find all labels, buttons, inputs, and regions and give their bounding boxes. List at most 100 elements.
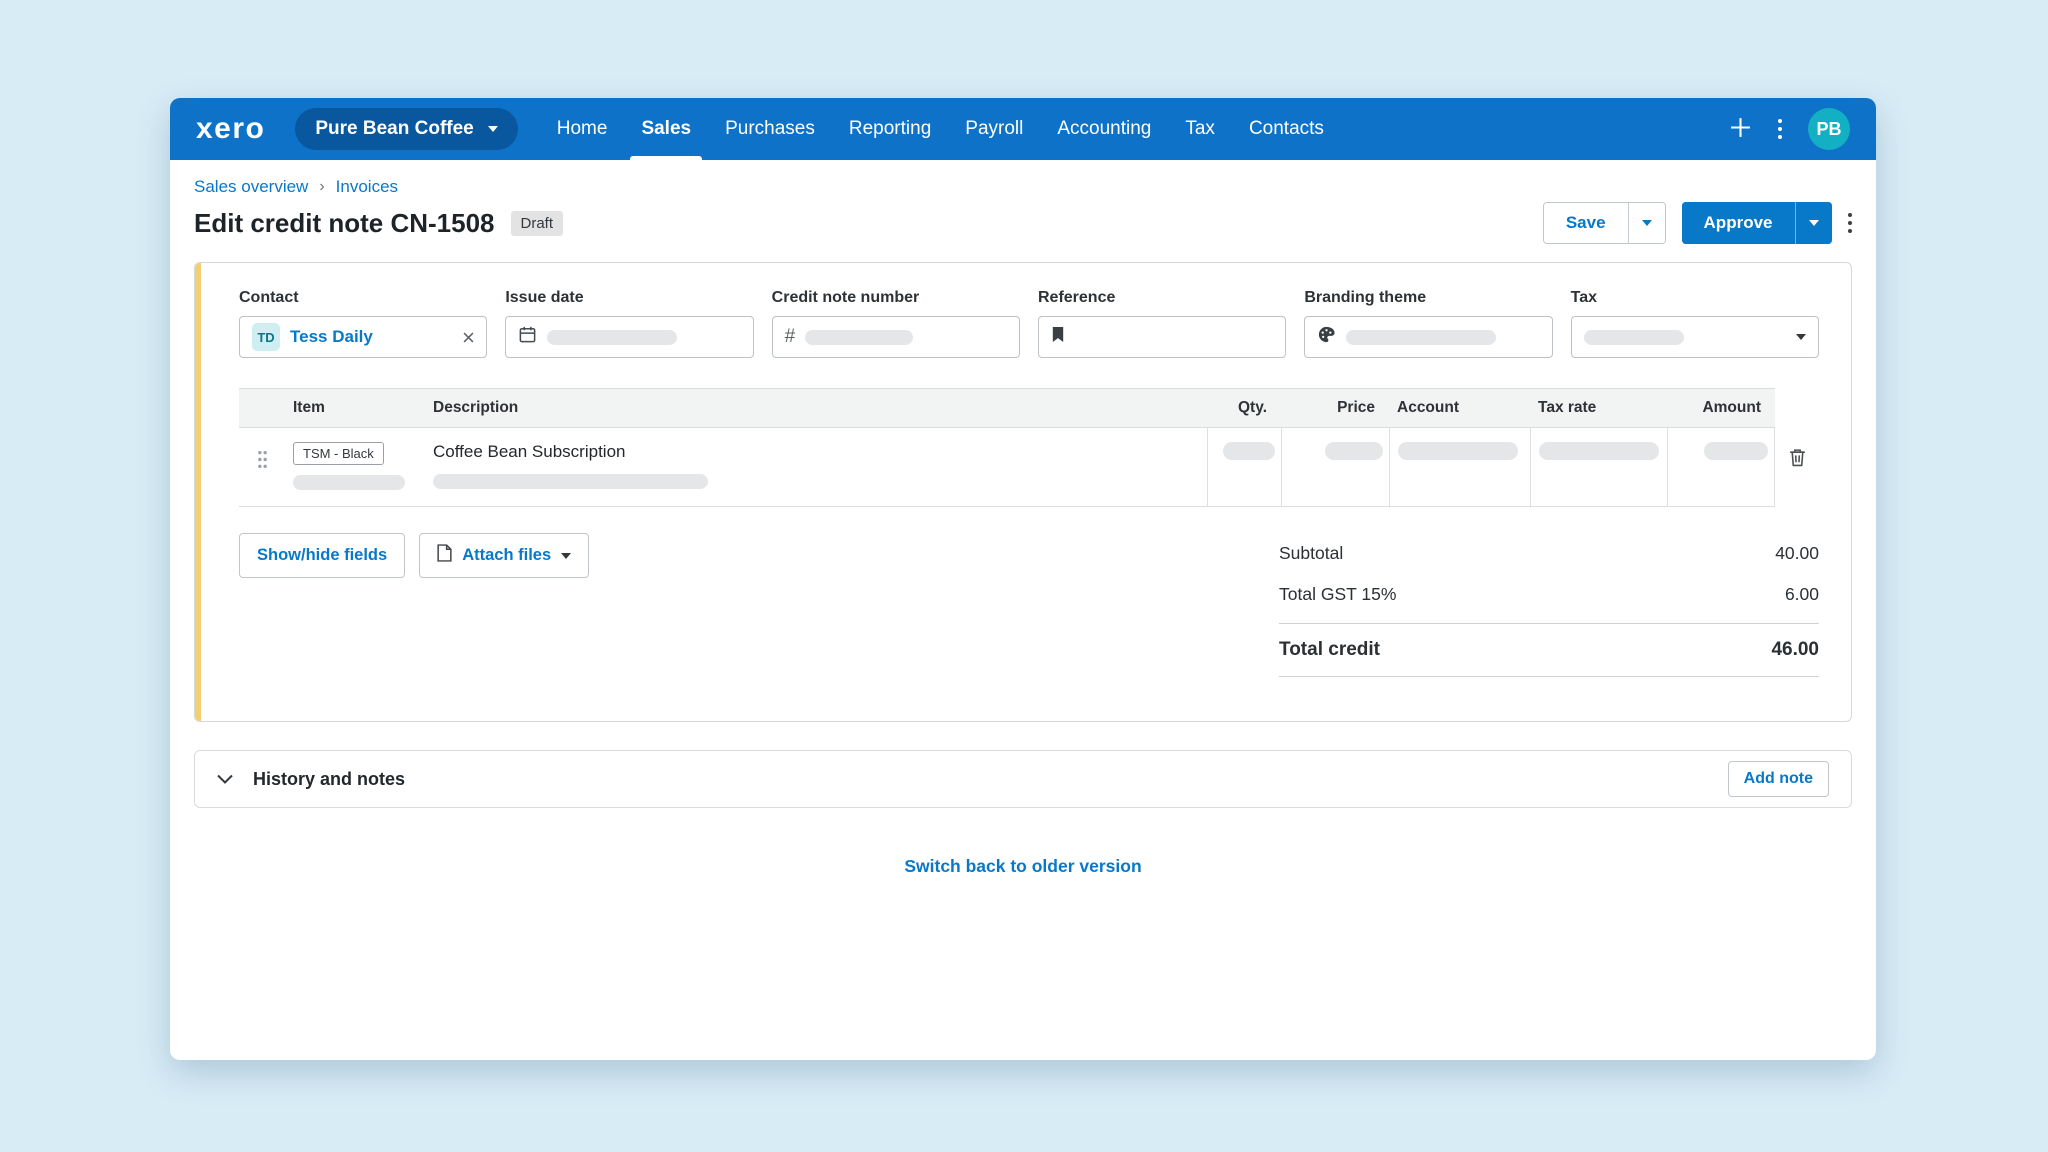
column-header-tax-rate: Tax rate (1530, 388, 1667, 428)
loading-placeholder (293, 475, 405, 490)
description-cell[interactable]: Coffee Bean Subscription (425, 428, 1207, 507)
item-code-chip[interactable]: TSM - Black (293, 442, 384, 465)
qty-cell[interactable] (1207, 428, 1281, 507)
loading-placeholder (1704, 442, 1768, 460)
subtotal-value: 40.00 (1775, 543, 1819, 563)
price-cell[interactable] (1281, 428, 1389, 507)
show-hide-fields-label: Show/hide fields (257, 546, 388, 564)
plus-icon (1729, 116, 1752, 142)
issue-date-input[interactable] (505, 316, 754, 358)
drag-handle[interactable] (239, 428, 285, 507)
add-note-button[interactable]: Add note (1727, 761, 1829, 797)
issue-date-field: Issue date (505, 289, 754, 358)
field-label: Reference (1037, 289, 1116, 306)
field-label: Credit note number (771, 289, 920, 306)
clear-contact-button[interactable] (463, 332, 474, 343)
breadcrumb-invoices[interactable]: Invoices (335, 177, 399, 196)
approve-split-button: Approve (1681, 202, 1832, 244)
user-avatar[interactable]: PB (1808, 108, 1850, 150)
field-label: Branding theme (1304, 289, 1427, 306)
loading-placeholder (1223, 442, 1275, 460)
calendar-icon (518, 325, 537, 349)
nav-item-accounting[interactable]: Accounting (1057, 118, 1152, 139)
history-and-notes-section: History and notes Add note (194, 750, 1852, 808)
column-header-price: Price (1281, 388, 1389, 428)
nav-item-home[interactable]: Home (556, 118, 608, 139)
attach-files-button[interactable]: Attach files (419, 533, 590, 578)
tax-rate-cell[interactable] (1530, 428, 1667, 507)
save-button[interactable]: Save (1543, 203, 1628, 243)
reference-input[interactable] (1037, 316, 1287, 358)
nav-item-reporting[interactable]: Reporting (848, 118, 932, 139)
table-row: TSM - Black Coffee Bean Subscription (239, 428, 1819, 507)
chevron-down-icon (1808, 220, 1819, 226)
item-cell[interactable]: TSM - Black (285, 428, 425, 507)
loading-placeholder (1398, 442, 1518, 460)
main-nav: Home Sales Purchases Reporting Payroll A… (540, 98, 1341, 160)
nav-item-payroll[interactable]: Payroll (965, 118, 1024, 139)
xero-logo[interactable]: xero (196, 112, 266, 145)
branding-theme-field: Branding theme (1304, 289, 1553, 358)
loading-placeholder (1346, 329, 1497, 345)
kebab-menu-icon (1847, 212, 1852, 234)
create-new-button[interactable] (1729, 116, 1752, 142)
total-credit-value: 46.00 (1771, 639, 1819, 660)
topbar-menu-button[interactable] (1777, 118, 1782, 140)
loading-placeholder (547, 329, 678, 345)
loading-placeholder (1583, 329, 1684, 345)
contact-field: Contact TD Tess Daily (239, 289, 488, 358)
credit-note-number-field: Credit note number # (771, 289, 1020, 358)
contact-name: Tess Daily (290, 327, 373, 346)
document-fields: Contact TD Tess Daily Issue date (239, 289, 1819, 358)
table-actions: Show/hide fields Attach files (239, 533, 590, 578)
breadcrumb: Sales overview › Invoices (194, 177, 1852, 197)
show-hide-fields-button[interactable]: Show/hide fields (239, 533, 406, 578)
branding-theme-select[interactable] (1304, 316, 1553, 358)
reference-field: Reference (1037, 289, 1287, 358)
number-hash-icon: # (784, 326, 796, 347)
column-header-item: Item (285, 388, 425, 428)
org-switcher-button[interactable]: Pure Bean Coffee (295, 108, 518, 150)
approve-button[interactable]: Approve (1681, 202, 1795, 244)
tax-select[interactable] (1570, 316, 1819, 358)
total-credit-row: Total credit 46.00 (1279, 623, 1819, 677)
bookmark-icon (1051, 326, 1065, 348)
breadcrumb-sales-overview[interactable]: Sales overview (194, 177, 309, 196)
app-window: xero Pure Bean Coffee Home Sales Purchas… (170, 98, 1876, 1060)
loading-placeholder (433, 474, 708, 489)
gst-label: Total GST 15% (1279, 584, 1397, 604)
save-options-button[interactable] (1627, 203, 1665, 243)
more-options-button[interactable] (1847, 212, 1852, 234)
description-text: Coffee Bean Subscription (433, 442, 626, 461)
collapse-history-button[interactable] (217, 772, 233, 787)
credit-note-number-input[interactable]: # (771, 316, 1020, 358)
kebab-menu-icon (1777, 118, 1782, 140)
subtotal-label: Subtotal (1279, 543, 1344, 563)
status-badge: Draft (510, 210, 564, 236)
amount-cell[interactable] (1667, 428, 1775, 507)
account-cell[interactable] (1389, 428, 1530, 507)
field-label: Contact (239, 289, 299, 306)
contact-input[interactable]: TD Tess Daily (239, 316, 488, 358)
field-label: Issue date (505, 289, 584, 306)
approve-options-button[interactable] (1794, 202, 1832, 244)
switch-older-version-link[interactable]: Switch back to older version (904, 856, 1142, 876)
page-title: Edit credit note CN-1508 (194, 207, 495, 238)
history-title: History and notes (253, 768, 406, 789)
nav-item-contacts[interactable]: Contacts (1248, 118, 1324, 139)
chevron-down-icon (561, 552, 572, 559)
delete-row-button[interactable] (1775, 428, 1819, 507)
subtotal-row: Subtotal 40.00 (1279, 533, 1819, 574)
org-name: Pure Bean Coffee (315, 118, 474, 139)
total-credit-label: Total credit (1279, 639, 1380, 660)
title-actions: Save Approve (1542, 202, 1852, 244)
gst-row: Total GST 15% 6.00 (1279, 574, 1819, 623)
credit-note-card: Contact TD Tess Daily Issue date (194, 262, 1852, 722)
nav-item-tax[interactable]: Tax (1185, 118, 1215, 139)
column-header-account: Account (1389, 388, 1530, 428)
field-label: Tax (1570, 289, 1598, 306)
add-note-label: Add note (1743, 770, 1813, 787)
nav-item-purchases[interactable]: Purchases (725, 118, 815, 139)
tax-field: Tax (1570, 289, 1819, 358)
nav-item-sales[interactable]: Sales (624, 98, 708, 160)
